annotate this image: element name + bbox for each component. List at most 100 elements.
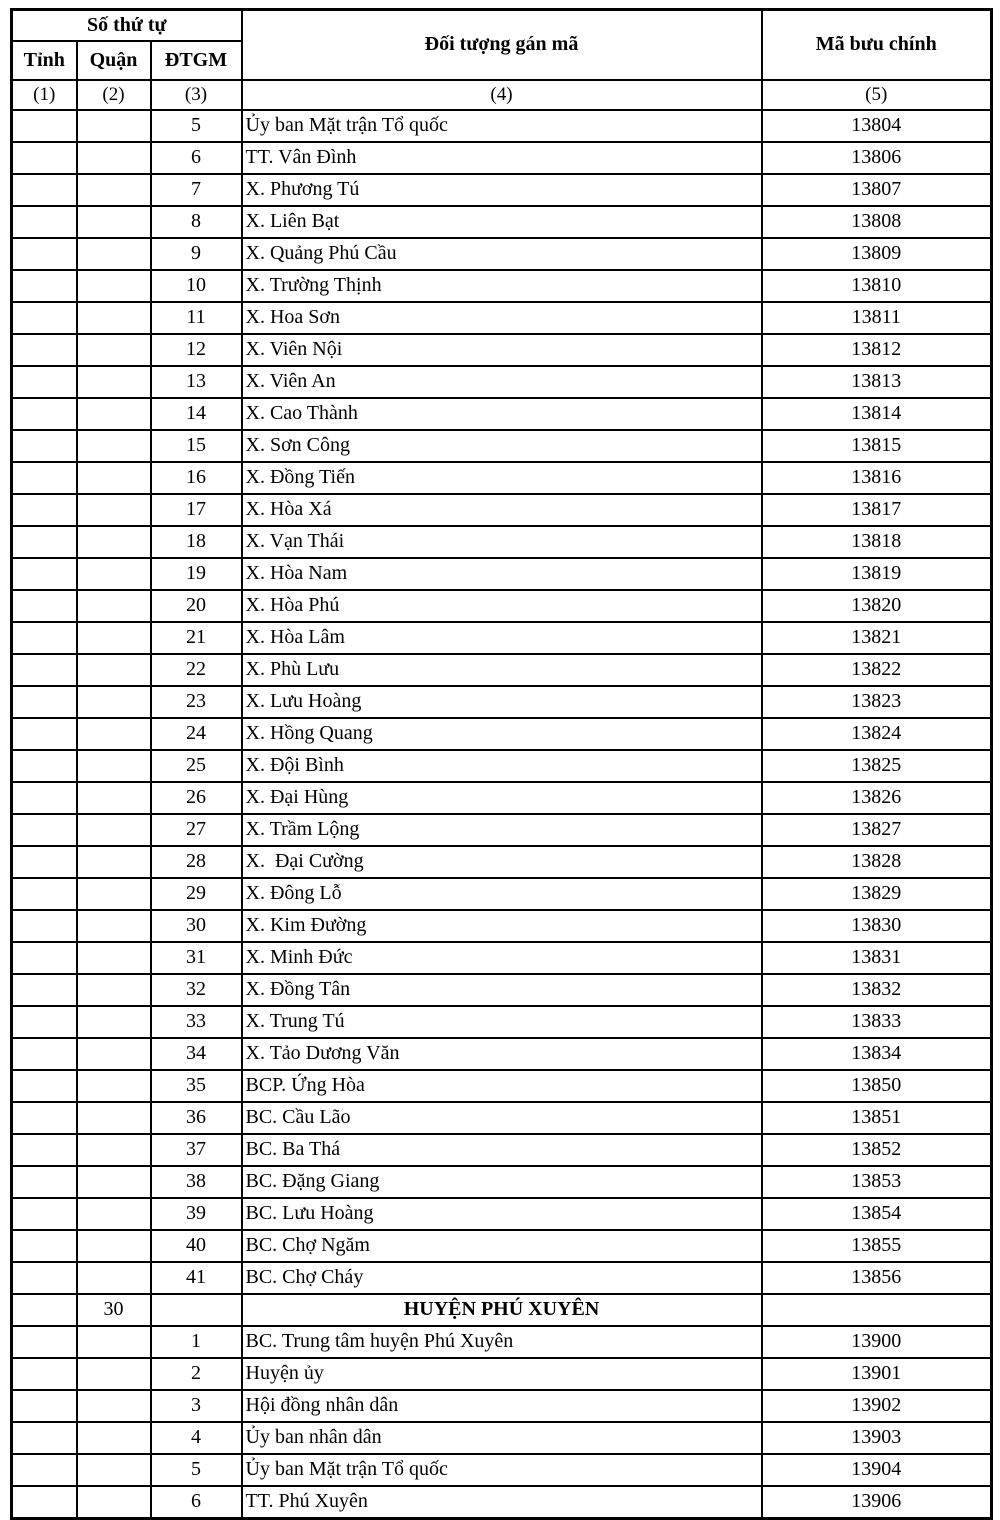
cell-tinh — [10, 908, 78, 943]
cell-quan — [75, 1036, 152, 1071]
table-row: 29 X. Đông Lỗ 13829 — [10, 876, 993, 911]
cell-quan — [75, 844, 152, 879]
table-row: 39 BC. Lưu Hoàng 13854 — [10, 1196, 993, 1231]
index-5: (5) — [760, 78, 993, 111]
table-row: 10 X. Trường Thịnh 13810 — [10, 268, 993, 303]
cell-doi-tuong: BC. Ba Thá — [240, 1132, 763, 1167]
table-row: 41 BC. Chợ Cháy 13856 — [10, 1260, 993, 1295]
cell-doi-tuong: X. Hòa Xá — [240, 492, 763, 527]
cell-quan — [75, 620, 152, 655]
cell-doi-tuong: X. Đội Bình — [240, 748, 763, 783]
table-row: 15 X. Sơn Công 13815 — [10, 428, 993, 463]
cell-ma-buu-chinh: 13820 — [760, 588, 993, 623]
cell-ma-buu-chinh: 13825 — [760, 748, 993, 783]
cell-doi-tuong: BC. Trung tâm huyện Phú Xuyên — [240, 1324, 763, 1359]
cell-ma-buu-chinh: 13901 — [760, 1356, 993, 1391]
cell-quan — [75, 300, 152, 335]
cell-ma-buu-chinh: 13853 — [760, 1164, 993, 1199]
cell-ma-buu-chinh: 13804 — [760, 108, 993, 143]
cell-dtgm: 4 — [149, 1420, 243, 1455]
cell-dtgm: 29 — [149, 876, 243, 911]
cell-doi-tuong: Huyện ủy — [240, 1356, 763, 1391]
cell-ma-buu-chinh: 13810 — [760, 268, 993, 303]
cell-tinh — [10, 1260, 78, 1295]
cell-quan — [75, 396, 152, 431]
table-row: 37 BC. Ba Thá 13852 — [10, 1132, 993, 1167]
cell-dtgm: 18 — [149, 524, 243, 559]
table-row: 13 X. Viên An 13813 — [10, 364, 993, 399]
cell-tinh — [10, 1164, 78, 1199]
cell-ma-buu-chinh: 13806 — [760, 140, 993, 175]
cell-doi-tuong: X. Hồng Quang — [240, 716, 763, 751]
cell-quan — [75, 1260, 152, 1295]
cell-doi-tuong: Ủy ban Mặt trận Tổ quốc — [240, 1452, 763, 1487]
cell-doi-tuong: X. Đại Cường — [240, 844, 763, 879]
cell-doi-tuong: X. Minh Đức — [240, 940, 763, 975]
table-row: 5 Ủy ban Mặt trận Tổ quốc 13904 — [10, 1452, 993, 1487]
cell-ma-buu-chinh: 13900 — [760, 1324, 993, 1359]
cell-dtgm: 37 — [149, 1132, 243, 1167]
cell-tinh — [10, 300, 78, 335]
cell-ma-buu-chinh: 13826 — [760, 780, 993, 815]
cell-dtgm: 15 — [149, 428, 243, 463]
cell-ma-buu-chinh: 13812 — [760, 332, 993, 367]
cell-tinh — [10, 748, 78, 783]
table-row: 2 Huyện ủy 13901 — [10, 1356, 993, 1391]
cell-dtgm: 11 — [149, 300, 243, 335]
table-row: 6 TT. Vân Đình 13806 — [10, 140, 993, 175]
cell-quan — [75, 332, 152, 367]
cell-doi-tuong: X. Trường Thịnh — [240, 268, 763, 303]
cell-dtgm: 9 — [149, 236, 243, 271]
cell-tinh — [10, 844, 78, 879]
cell-tinh — [10, 652, 78, 687]
postal-code-table: Số thứ tự Đối tượng gán mã Mã bưu chính … — [10, 8, 993, 1520]
cell-tinh — [10, 1388, 78, 1423]
table-row: 28 X. Đại Cường 13828 — [10, 844, 993, 879]
cell-quan — [75, 268, 152, 303]
cell-tinh — [10, 108, 78, 143]
cell-doi-tuong: X. Trung Tú — [240, 1004, 763, 1039]
cell-ma-buu-chinh: 13809 — [760, 236, 993, 271]
cell-dtgm: 35 — [149, 1068, 243, 1103]
cell-quan — [75, 972, 152, 1007]
cell-tinh — [10, 780, 78, 815]
cell-quan — [75, 524, 152, 559]
cell-doi-tuong: BC. Lưu Hoàng — [240, 1196, 763, 1231]
cell-quan — [75, 236, 152, 271]
cell-quan — [75, 556, 152, 591]
cell-dtgm: 24 — [149, 716, 243, 751]
cell-tinh — [10, 1292, 78, 1327]
cell-ma-buu-chinh: 13814 — [760, 396, 993, 431]
cell-dtgm: 14 — [149, 396, 243, 431]
table-row: 31 X. Minh Đức 13831 — [10, 940, 993, 975]
cell-doi-tuong: Ủy ban Mặt trận Tổ quốc — [240, 108, 763, 143]
table-row: 1 BC. Trung tâm huyện Phú Xuyên 13900 — [10, 1324, 993, 1359]
cell-tinh — [10, 1068, 78, 1103]
cell-dtgm — [149, 1292, 243, 1327]
cell-ma-buu-chinh: 13906 — [760, 1484, 993, 1519]
cell-tinh — [10, 972, 78, 1007]
cell-doi-tuong: BC. Chợ Ngăm — [240, 1228, 763, 1263]
cell-quan — [75, 1004, 152, 1039]
cell-ma-buu-chinh: 13829 — [760, 876, 993, 911]
cell-dtgm: 40 — [149, 1228, 243, 1263]
cell-ma-buu-chinh: 13808 — [760, 204, 993, 239]
table-row: 19 X. Hòa Nam 13819 — [10, 556, 993, 591]
table-row: 6 TT. Phú Xuyên 13906 — [10, 1484, 993, 1519]
cell-quan — [75, 716, 152, 751]
cell-tinh — [10, 1196, 78, 1231]
cell-dtgm: 34 — [149, 1036, 243, 1071]
cell-ma-buu-chinh: 13851 — [760, 1100, 993, 1135]
cell-ma-buu-chinh: 13831 — [760, 940, 993, 975]
cell-dtgm: 5 — [149, 1452, 243, 1487]
table-row: 32 X. Đồng Tân 13832 — [10, 972, 993, 1007]
table-row: 38 BC. Đặng Giang 13853 — [10, 1164, 993, 1199]
table-row: 4 Ủy ban nhân dân 13903 — [10, 1420, 993, 1455]
cell-dtgm: 3 — [149, 1388, 243, 1423]
cell-tinh — [10, 940, 78, 975]
cell-doi-tuong: X. Cao Thành — [240, 396, 763, 431]
cell-doi-tuong: X. Đồng Tân — [240, 972, 763, 1007]
cell-ma-buu-chinh: 13830 — [760, 908, 993, 943]
cell-ma-buu-chinh: 13855 — [760, 1228, 993, 1263]
cell-doi-tuong: TT. Phú Xuyên — [240, 1484, 763, 1519]
